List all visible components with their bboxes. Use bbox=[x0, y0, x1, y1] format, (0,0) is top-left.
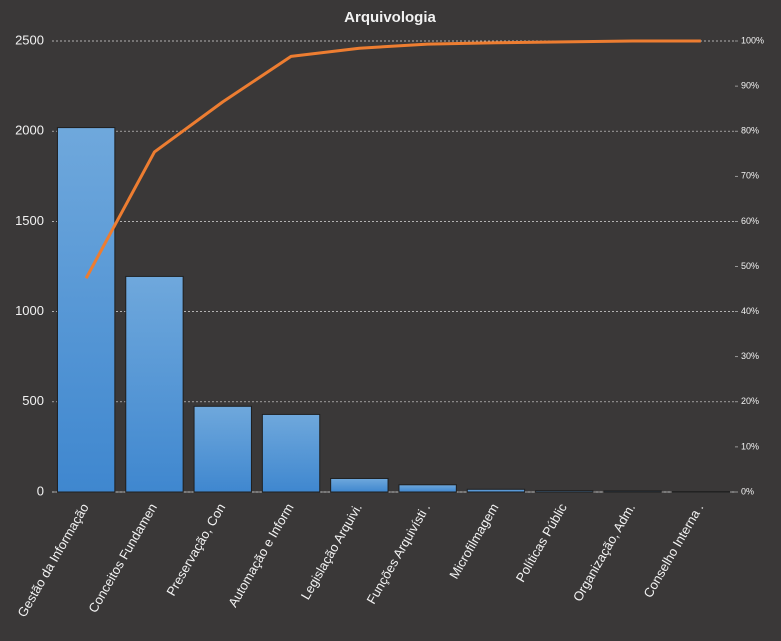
bar bbox=[535, 490, 594, 493]
bar bbox=[603, 490, 662, 493]
y2-tick-label: 70% bbox=[741, 171, 759, 181]
bar bbox=[261, 413, 321, 493]
bar bbox=[466, 488, 526, 493]
y-tick-label: 1500 bbox=[15, 213, 44, 228]
y-tick-label: 500 bbox=[22, 393, 44, 408]
bar bbox=[56, 127, 116, 493]
y2-tick-label: 10% bbox=[741, 441, 759, 451]
y-tick-label: 0 bbox=[37, 483, 44, 498]
y2-tick-label: 90% bbox=[741, 80, 759, 90]
bar bbox=[398, 484, 457, 493]
y-tick-label: 2500 bbox=[15, 32, 44, 47]
y2-tick-label: 80% bbox=[741, 126, 759, 136]
y2-tick-label: 20% bbox=[741, 396, 759, 406]
y2-tick-label: 0% bbox=[741, 486, 754, 496]
y2-tick-label: 60% bbox=[741, 216, 759, 226]
y2-tick-label: 40% bbox=[741, 306, 759, 316]
bar bbox=[330, 477, 389, 493]
bar bbox=[125, 275, 184, 493]
chart-title: Arquivologia bbox=[344, 9, 436, 26]
y2-tick-label: 30% bbox=[741, 351, 759, 361]
y2-tick-label: 100% bbox=[741, 35, 764, 45]
y-tick-label: 2000 bbox=[15, 123, 44, 138]
cumulative-line bbox=[84, 39, 701, 279]
bar bbox=[193, 405, 252, 493]
y-tick-label: 1000 bbox=[15, 303, 44, 318]
y2-tick-label: 50% bbox=[741, 261, 759, 271]
